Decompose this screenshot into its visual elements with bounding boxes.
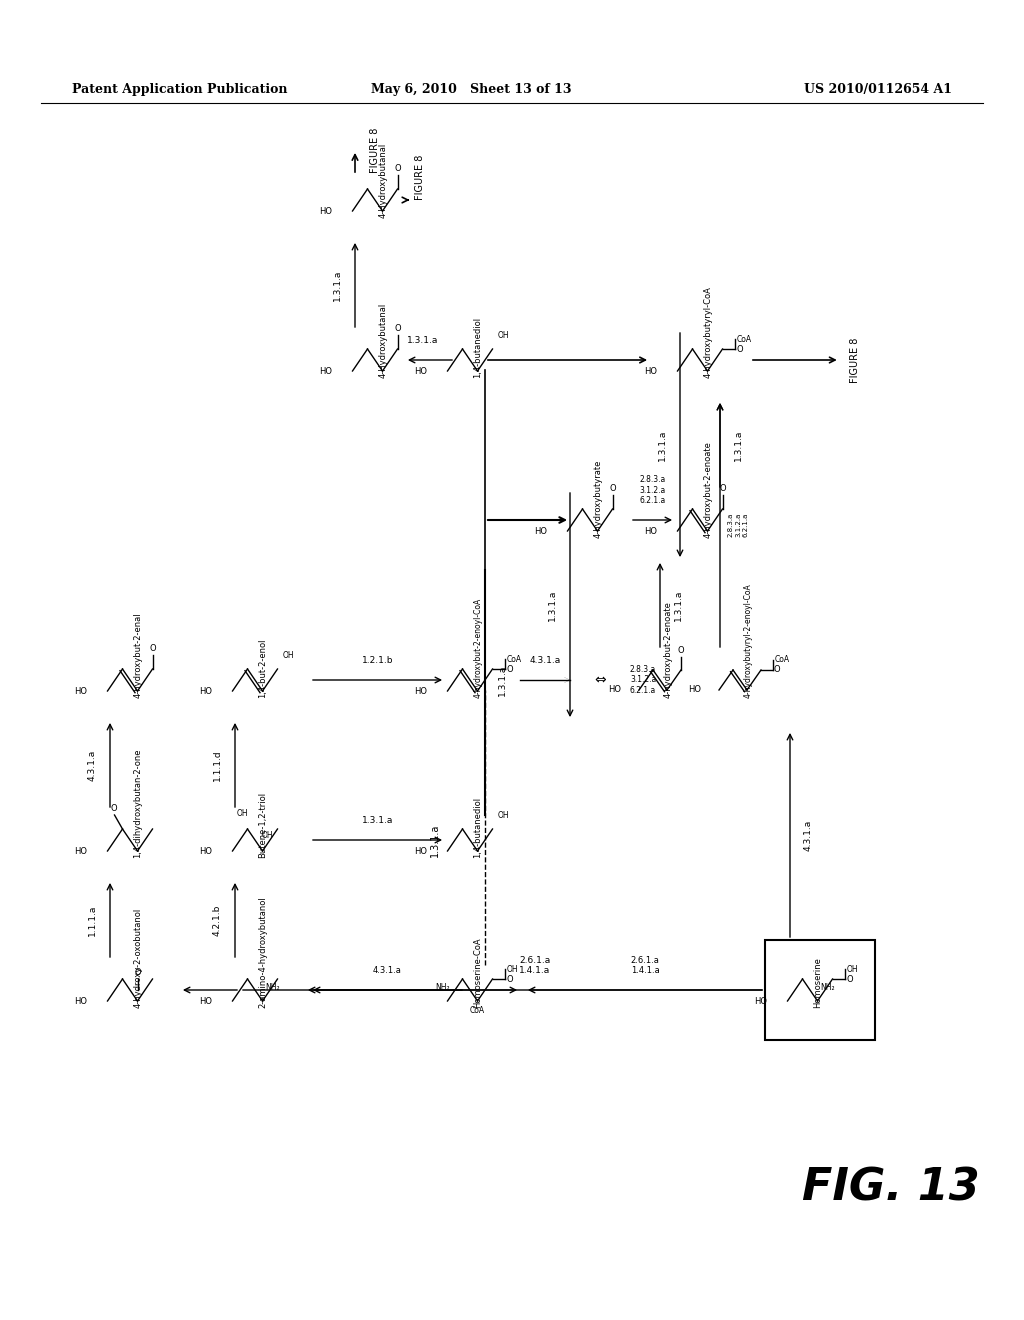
Text: 4-hydroxybut-2-enoate: 4-hydroxybut-2-enoate bbox=[703, 441, 713, 539]
Text: O: O bbox=[111, 804, 117, 813]
Text: 1.1.1.a: 1.1.1.a bbox=[87, 904, 96, 936]
Text: 4-hydroxybut-2-enoyl-CoA: 4-hydroxybut-2-enoyl-CoA bbox=[473, 598, 482, 698]
Text: O: O bbox=[507, 664, 513, 673]
Text: 1.1.1.d: 1.1.1.d bbox=[213, 750, 221, 781]
Text: 1.3.1.a: 1.3.1.a bbox=[733, 429, 742, 461]
Text: 2.6.1.a
1.4.1.a: 2.6.1.a 1.4.1.a bbox=[519, 956, 551, 975]
Text: FIG. 13: FIG. 13 bbox=[802, 1167, 980, 1209]
Text: HO: HO bbox=[755, 997, 768, 1006]
Text: US 2010/0112654 A1: US 2010/0112654 A1 bbox=[804, 83, 952, 96]
Text: 4.2.1.b: 4.2.1.b bbox=[213, 904, 221, 936]
Text: 1.2.1.b: 1.2.1.b bbox=[361, 656, 393, 665]
Text: Homoserine-CoA: Homoserine-CoA bbox=[473, 937, 482, 1008]
Text: 2.6.1.a
1.4.1.a: 2.6.1.a 1.4.1.a bbox=[631, 956, 659, 975]
Text: O: O bbox=[507, 974, 513, 983]
Text: HO: HO bbox=[535, 527, 548, 536]
Text: 2.8.3.a
3.1.2.a
6.2.1.a: 2.8.3.a 3.1.2.a 6.2.1.a bbox=[630, 665, 656, 694]
Text: OH: OH bbox=[847, 965, 858, 974]
Text: O: O bbox=[719, 484, 726, 492]
Text: Butene-1,2-triol: Butene-1,2-triol bbox=[258, 792, 267, 858]
Text: HO: HO bbox=[415, 846, 427, 855]
Text: O: O bbox=[774, 665, 780, 675]
Text: O: O bbox=[609, 484, 615, 492]
Text: OH: OH bbox=[237, 809, 248, 818]
Text: OH: OH bbox=[498, 810, 509, 820]
Text: O: O bbox=[736, 345, 743, 354]
Text: 1.3.1.a: 1.3.1.a bbox=[361, 816, 393, 825]
Text: OH: OH bbox=[507, 965, 518, 974]
Text: HO: HO bbox=[75, 686, 87, 696]
Text: O: O bbox=[134, 968, 141, 977]
Text: NH₂: NH₂ bbox=[435, 983, 450, 993]
Text: 1.3.1.a: 1.3.1.a bbox=[407, 337, 438, 345]
Text: O: O bbox=[394, 323, 400, 333]
Text: CoA: CoA bbox=[736, 334, 752, 343]
Text: 1,4-dihydroxybutan-2-one: 1,4-dihydroxybutan-2-one bbox=[133, 748, 142, 858]
Text: O: O bbox=[394, 164, 400, 173]
Text: 1.3.1.a: 1.3.1.a bbox=[657, 429, 667, 461]
Text: 4.3.1.a: 4.3.1.a bbox=[373, 966, 402, 975]
Text: 4.3.1.a: 4.3.1.a bbox=[804, 820, 812, 850]
Text: 1.3.1.a: 1.3.1.a bbox=[674, 589, 683, 620]
Text: 4-hydroxybut-2-enal: 4-hydroxybut-2-enal bbox=[133, 612, 142, 698]
Text: HO: HO bbox=[75, 846, 87, 855]
Text: May 6, 2010   Sheet 13 of 13: May 6, 2010 Sheet 13 of 13 bbox=[371, 83, 571, 96]
Text: HO: HO bbox=[644, 527, 657, 536]
Text: 1.3.1.a: 1.3.1.a bbox=[548, 589, 556, 620]
Text: HO: HO bbox=[75, 997, 87, 1006]
Text: OH: OH bbox=[283, 651, 294, 660]
Text: ⇔: ⇔ bbox=[594, 673, 606, 686]
Text: 4-hydroxybutyryl-2-enoyl-CoA: 4-hydroxybutyryl-2-enoyl-CoA bbox=[743, 583, 753, 698]
Text: OH: OH bbox=[498, 330, 509, 339]
Text: 1,4-butanediol: 1,4-butanediol bbox=[473, 797, 482, 858]
Text: O: O bbox=[678, 645, 684, 655]
Text: HO: HO bbox=[644, 367, 657, 375]
Text: CoA: CoA bbox=[775, 656, 791, 664]
Text: OH: OH bbox=[262, 832, 273, 841]
Text: O: O bbox=[150, 644, 156, 653]
Text: HO: HO bbox=[415, 367, 427, 375]
Text: 1,4-but-2-enol: 1,4-but-2-enol bbox=[258, 639, 267, 698]
Text: 4-Hydroxybutanal: 4-Hydroxybutanal bbox=[379, 302, 387, 378]
Text: FIGURE 8: FIGURE 8 bbox=[370, 127, 380, 173]
Text: 4-hydroxybutyrate: 4-hydroxybutyrate bbox=[594, 459, 602, 539]
Text: 4.3.1.a: 4.3.1.a bbox=[87, 750, 96, 780]
Text: NH₂: NH₂ bbox=[265, 983, 281, 993]
Text: 1,4-butanediol: 1,4-butanediol bbox=[473, 317, 482, 378]
Text: 1.3.1.a: 1.3.1.a bbox=[498, 664, 507, 696]
Text: 4.3.1.a: 4.3.1.a bbox=[529, 656, 560, 665]
Text: HO: HO bbox=[319, 206, 333, 215]
Text: HO: HO bbox=[319, 367, 333, 375]
Text: 4-hydroxy-2-oxobutanol: 4-hydroxy-2-oxobutanol bbox=[133, 908, 142, 1008]
Text: 4-Hydroxybutanal: 4-Hydroxybutanal bbox=[379, 143, 387, 218]
Text: Homoserine: Homoserine bbox=[813, 957, 822, 1008]
Text: HO: HO bbox=[415, 686, 427, 696]
Text: NH₂: NH₂ bbox=[820, 983, 836, 993]
Text: 2.8.3.a
3.1.2.a
6.2.1.a: 2.8.3.a 3.1.2.a 6.2.1.a bbox=[728, 512, 748, 537]
Text: 1.3.1.a: 1.3.1.a bbox=[333, 269, 341, 301]
Text: HO: HO bbox=[200, 997, 213, 1006]
Text: 2-amino-4-hydroxybutanol: 2-amino-4-hydroxybutanol bbox=[258, 896, 267, 1008]
Text: O: O bbox=[847, 974, 853, 983]
Text: HO: HO bbox=[200, 846, 213, 855]
Text: CoA: CoA bbox=[507, 655, 521, 664]
Text: FIGURE 8: FIGURE 8 bbox=[850, 338, 860, 383]
Text: FIGURE 8: FIGURE 8 bbox=[415, 154, 425, 201]
Text: 4-hydroxybutyryl-CoA: 4-hydroxybutyryl-CoA bbox=[703, 286, 713, 378]
Text: 2.8.3.a
3.1.2.a
6.2.1.a: 2.8.3.a 3.1.2.a 6.2.1.a bbox=[639, 475, 666, 506]
Text: CoA: CoA bbox=[470, 1006, 485, 1015]
Bar bbox=[765, 940, 874, 1040]
Text: 4-hydroxybut-2-enoate: 4-hydroxybut-2-enoate bbox=[664, 601, 673, 698]
Text: HO: HO bbox=[200, 686, 213, 696]
Text: 1.3.1.a: 1.3.1.a bbox=[430, 824, 440, 857]
Text: HO: HO bbox=[688, 685, 701, 694]
Text: HO: HO bbox=[608, 685, 621, 694]
Text: Patent Application Publication: Patent Application Publication bbox=[72, 83, 287, 96]
